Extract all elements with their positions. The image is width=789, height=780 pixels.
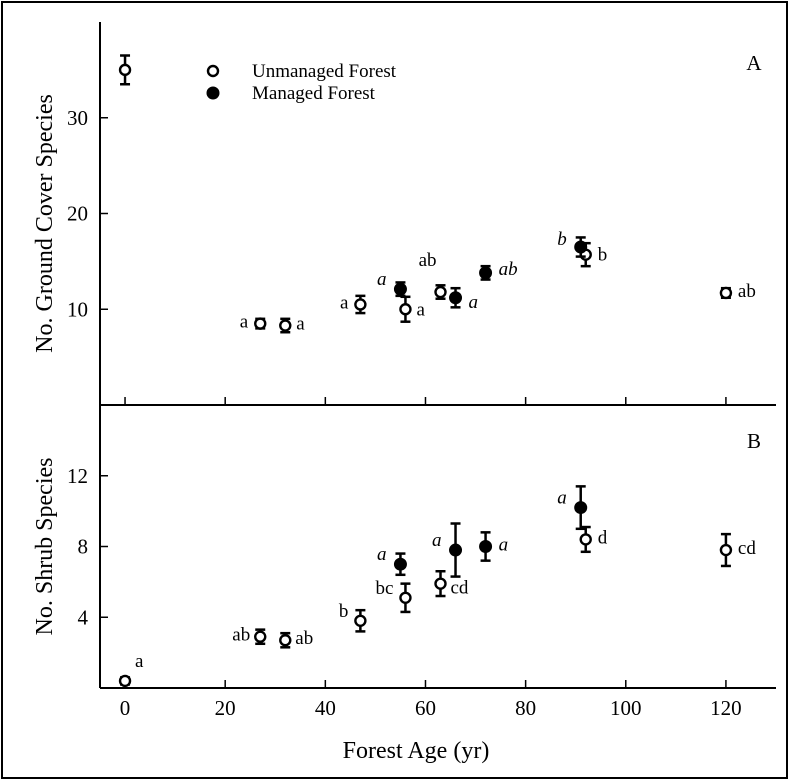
unmanaged-point [279, 319, 292, 332]
significance-label: cd [451, 578, 469, 599]
significance-label: ab [232, 625, 250, 646]
panel-letter-b: B [747, 429, 761, 453]
y-axis-title-panel-b: No. Shrub Species [32, 458, 58, 636]
unmanaged-point [434, 577, 447, 590]
x-tick-label: 60 [415, 696, 436, 720]
managed-point [393, 557, 407, 571]
legend-label: Unmanaged Forest [252, 61, 397, 82]
managed-point [393, 282, 407, 296]
unmanaged-point [399, 591, 412, 604]
unmanaged-point [354, 298, 367, 311]
x-tick-label: 120 [710, 696, 742, 720]
x-tick-label: 20 [215, 696, 236, 720]
panel-letter-a: A [746, 51, 762, 75]
significance-label: b [598, 245, 608, 266]
unmanaged-point [118, 674, 132, 688]
managed-point [574, 501, 588, 515]
managed-point [449, 543, 463, 557]
y-tick-label-panel-b: 12 [67, 464, 88, 488]
significance-label: a [499, 535, 509, 556]
x-tick-label: 100 [610, 696, 642, 720]
x-tick-label: 40 [315, 696, 336, 720]
significance-label: a [377, 269, 387, 290]
significance-label: a [377, 544, 387, 565]
significance-label: ab [419, 250, 437, 271]
significance-label: a [416, 299, 425, 320]
significance-label: a [557, 488, 567, 509]
significance-label: ab [295, 628, 313, 649]
unmanaged-point [719, 286, 733, 300]
x-axis-title: Forest Age (yr) [343, 738, 490, 764]
significance-label: b [339, 601, 349, 622]
unmanaged-point [579, 533, 592, 546]
significance-label: a [432, 530, 442, 551]
data-marks [118, 54, 733, 688]
significance-label: cd [738, 538, 756, 559]
y-tick-label-panel-b: 4 [78, 605, 89, 629]
axis-ticks: 0 20 40 60 80 100 120 10 20 30 4 8 12 [67, 106, 742, 720]
managed-point [479, 540, 493, 553]
y-axis-title-panel-a: No. Ground Cover Species [32, 94, 58, 353]
managed-point [479, 266, 493, 280]
x-tick-label: 0 [120, 696, 131, 720]
significance-label: bc [376, 578, 394, 599]
significance-label: a [240, 312, 249, 333]
significance-label: d [598, 527, 608, 548]
unmanaged-point [118, 63, 132, 77]
significance-label: a [135, 651, 144, 672]
legend-label: Managed Forest [252, 83, 376, 104]
unmanaged-point [254, 630, 267, 643]
y-tick-label-panel-b: 8 [78, 535, 89, 559]
y-tick-label-panel-a: 30 [67, 106, 88, 130]
y-tick-label-panel-a: 10 [67, 297, 88, 321]
managed-point [449, 291, 463, 305]
significance-label: a [340, 292, 349, 313]
unmanaged-point [399, 303, 412, 316]
unmanaged-point [279, 634, 292, 647]
significance-label: ab [499, 259, 518, 280]
unmanaged-point [719, 543, 733, 557]
significance-label: ab [738, 281, 756, 302]
y-tick-label-panel-a: 20 [67, 202, 88, 226]
significance-label: a [469, 292, 479, 313]
x-tick-label: 80 [515, 696, 536, 720]
significance-label: b [557, 229, 567, 250]
unmanaged-point [354, 614, 367, 627]
significance-label: a [296, 314, 305, 335]
managed-point [574, 240, 588, 254]
axis-titles: A B No. Ground Cover Species No. Shrub Spec… [32, 51, 762, 764]
legend-unmanaged-marker [206, 64, 220, 78]
legend-managed-marker [206, 86, 220, 100]
unmanaged-point [434, 285, 447, 299]
unmanaged-point [254, 317, 267, 330]
